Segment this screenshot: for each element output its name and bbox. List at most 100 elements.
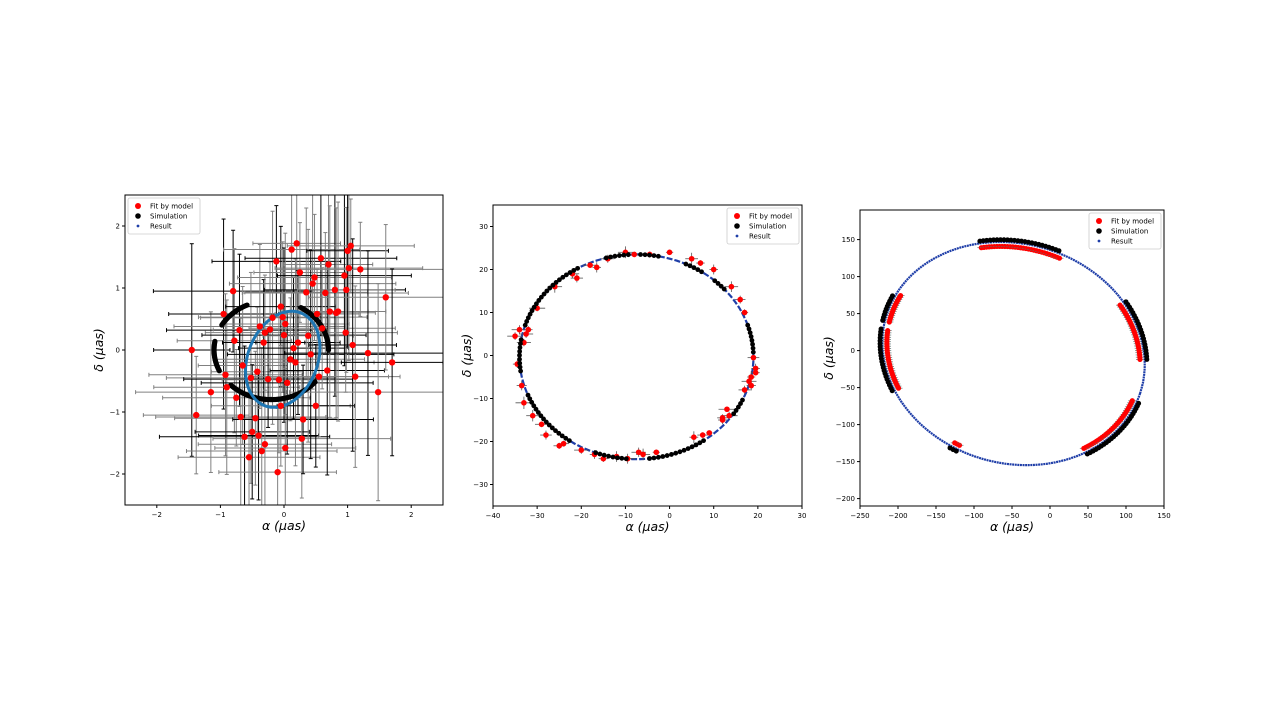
fit-point: [249, 428, 256, 436]
legend-box: [1088, 212, 1162, 250]
simulation-point: [533, 406, 539, 412]
simulation-point: [699, 269, 704, 275]
simulation-point: [522, 322, 528, 328]
fit-point: [352, 373, 359, 380]
simulation-point: [616, 253, 622, 258]
simulation-point: [673, 450, 679, 456]
simulation-point: [535, 410, 541, 415]
legend-box: [726, 207, 800, 245]
y-tick-label: 1: [116, 285, 120, 293]
y-axis-label: δ (μas): [91, 328, 106, 372]
fit-point: [344, 247, 351, 254]
plot-area: [507, 246, 760, 464]
fit-point: [726, 412, 732, 419]
x-tick-label: −20: [574, 512, 589, 520]
simulation-point: [529, 308, 535, 314]
fit-point: [1137, 356, 1143, 363]
simulation-point: [878, 326, 884, 332]
fit-point: [311, 274, 318, 281]
simulation-point: [603, 255, 609, 261]
fit-point: [258, 447, 265, 455]
fit-point: [247, 374, 255, 382]
simulation-point: [546, 422, 552, 428]
simulation-point: [612, 253, 618, 259]
fit-point: [317, 255, 325, 262]
simulation-point: [556, 430, 562, 436]
fit-point: [229, 287, 237, 295]
simulation-point: [534, 301, 539, 307]
simulation-point: [669, 452, 674, 457]
y-tick-label: −30: [473, 481, 488, 489]
simulation-point: [527, 311, 533, 317]
legend-result-label: Result: [1111, 238, 1133, 246]
legend-result-marker: [735, 234, 739, 238]
fit-point: [254, 368, 261, 375]
fit-point: [299, 416, 307, 423]
fit-point: [750, 354, 757, 361]
simulation-point: [544, 288, 550, 294]
fit-point: [560, 440, 567, 447]
simulation-point: [608, 254, 613, 260]
simulation-point: [536, 298, 542, 303]
legend: Fit by model Simulation Result: [127, 197, 201, 235]
simulation-point: [651, 253, 657, 259]
simulation-point: [538, 294, 544, 300]
simulation-point: [712, 278, 718, 284]
fit-point: [193, 411, 200, 419]
fit-point: [312, 402, 319, 409]
x-tick-label: −250: [850, 512, 869, 520]
y-tick-label: 2: [116, 223, 120, 231]
fit-point: [688, 255, 695, 262]
fit-point: [252, 415, 259, 422]
fit-point: [345, 264, 353, 272]
fit-point: [283, 379, 291, 387]
fit-point: [313, 310, 321, 318]
simulation-point: [733, 408, 739, 413]
fit-point: [752, 369, 759, 376]
simulation-point: [525, 392, 531, 398]
x-axis-label: α (μas): [990, 519, 1034, 534]
fit-point: [309, 280, 316, 287]
simulation-point: [621, 252, 627, 258]
fit-point: [237, 413, 244, 421]
fit-point: [233, 394, 240, 401]
fit-point: [277, 303, 285, 310]
x-tick-label: 10: [709, 512, 718, 520]
simulation-point: [638, 252, 643, 257]
simulation-point: [677, 449, 683, 455]
y-tick-label: −2: [110, 471, 120, 479]
fit-point: [741, 387, 748, 393]
fit-point: [287, 356, 294, 363]
fit-point: [543, 432, 549, 438]
y-tick-label: 100: [842, 273, 855, 281]
fit-point: [691, 434, 697, 441]
x-tick-label: −10: [618, 512, 633, 520]
simulation-point: [651, 455, 657, 461]
fit-point: [1056, 255, 1063, 261]
fit-point: [231, 337, 238, 344]
y-tick-label: 50: [846, 310, 855, 318]
simulation-point: [731, 411, 737, 417]
fit-point: [260, 339, 267, 346]
simulation-point: [593, 450, 599, 456]
simulation-point: [298, 304, 304, 311]
chart-panel-left: −2 −1 0 1 2 −2 −1 0 1 2 α (μas) δ (μas) Fit by model…: [91, 194, 444, 533]
fit-point: [666, 249, 673, 256]
simulation-point: [518, 368, 524, 374]
chart-panel-middle: −40 −30 −20 −10 0 10 20 30 −30 −20 −10 0 10 20 30 α (μa…: [459, 204, 806, 534]
fit-point: [277, 402, 285, 409]
simulation-point: [553, 428, 558, 434]
fit-point: [748, 374, 755, 380]
simulation-point: [664, 453, 670, 458]
simulation-point: [517, 364, 523, 370]
legend-result-marker: [1097, 239, 1101, 243]
simulation-point: [549, 425, 555, 431]
y-tick-label: −20: [473, 438, 488, 446]
fit-point: [728, 283, 735, 290]
simulation-point: [747, 330, 753, 336]
simulation-point: [531, 304, 537, 310]
y-tick-label: −50: [840, 384, 855, 392]
x-tick-label: 20: [753, 512, 762, 520]
fit-point: [737, 296, 743, 303]
fit-point: [303, 289, 310, 296]
